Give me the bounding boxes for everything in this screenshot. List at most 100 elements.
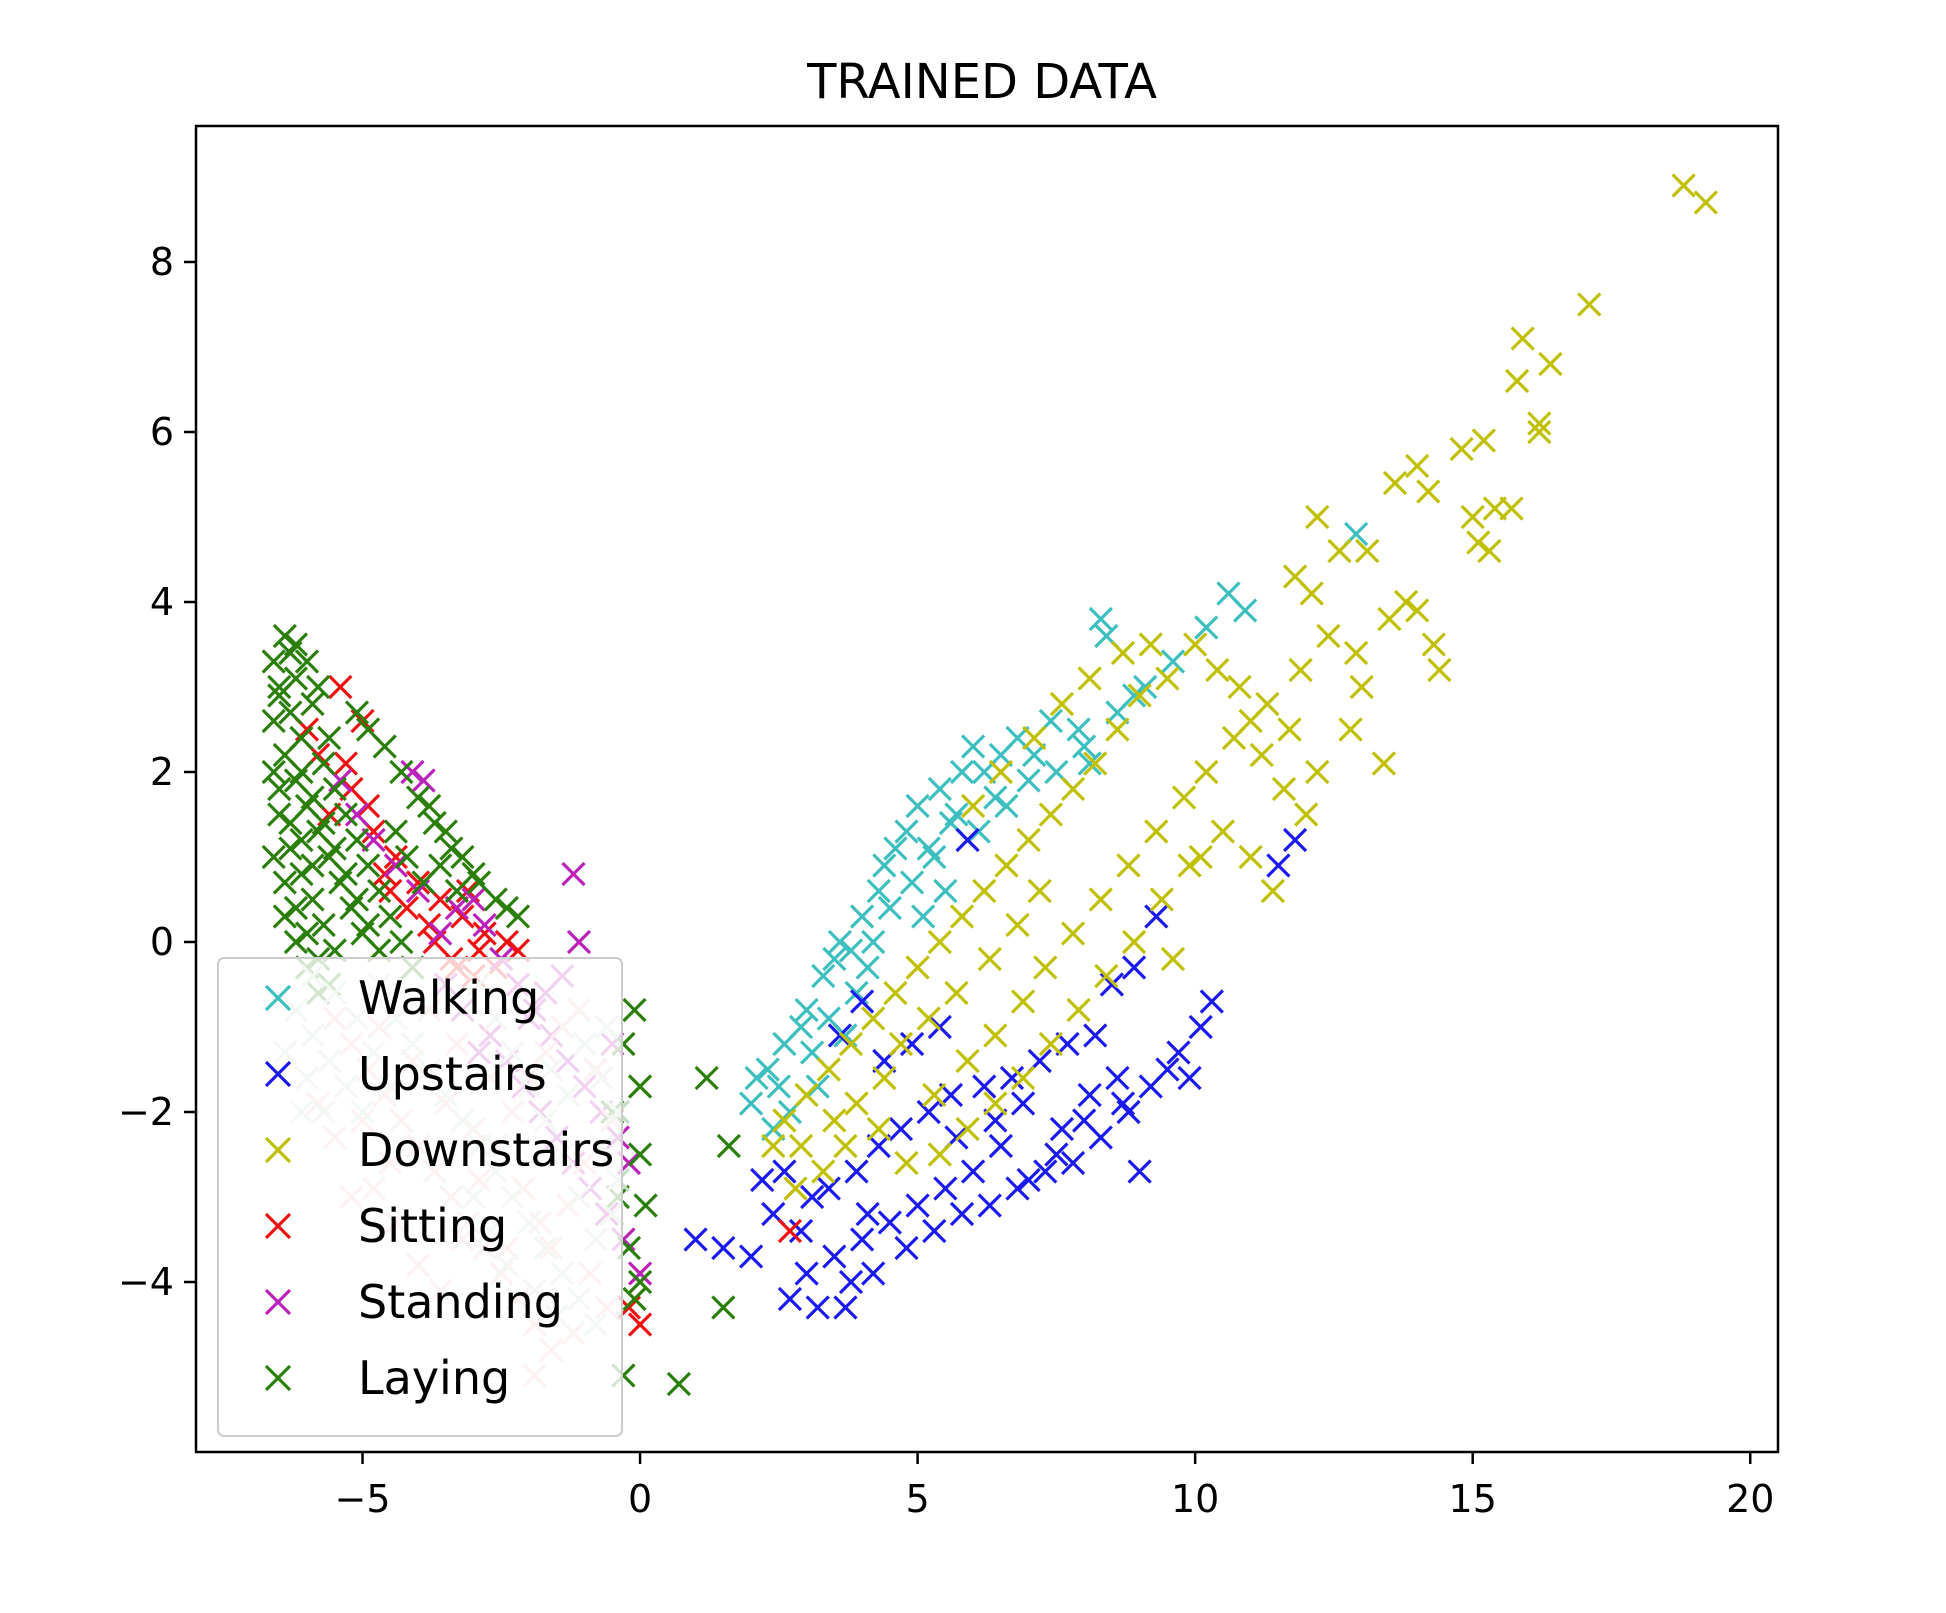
legend-marker	[264, 1212, 292, 1240]
legend-box	[217, 957, 623, 1437]
data-point	[927, 929, 952, 955]
data-point	[994, 793, 1019, 819]
data-point	[1277, 717, 1302, 742]
legend-label: Downstairs	[358, 1123, 614, 1177]
data-point	[766, 1074, 791, 1099]
legend-marker	[264, 984, 292, 1012]
data-point	[344, 887, 370, 912]
data-point	[355, 793, 381, 819]
data-point	[772, 1159, 797, 1184]
legend-label: Upstairs	[358, 1047, 547, 1101]
data-point	[794, 1261, 819, 1286]
data-point	[972, 1074, 997, 1099]
data-point	[289, 861, 314, 887]
data-point	[278, 810, 303, 836]
data-point	[294, 921, 320, 946]
data-point	[261, 649, 286, 674]
data-point	[261, 759, 286, 785]
chart-title: TRAINED DATA	[806, 54, 1157, 110]
data-point	[344, 802, 370, 827]
data-point	[1010, 1065, 1036, 1091]
data-point	[905, 1193, 930, 1218]
data-point	[944, 802, 969, 827]
data-point	[1033, 955, 1058, 980]
data-point	[367, 878, 392, 904]
x-tick-label: 15	[1449, 1477, 1497, 1521]
data-point	[1327, 538, 1352, 564]
data-point	[400, 759, 425, 785]
data-point	[355, 853, 381, 878]
data-point	[1471, 428, 1496, 453]
data-point	[738, 1091, 764, 1116]
legend-marker	[264, 1060, 292, 1088]
data-point	[1066, 717, 1091, 742]
data-point	[1266, 853, 1291, 878]
data-point	[627, 1142, 653, 1167]
data-point	[711, 1295, 736, 1320]
data-point	[1121, 955, 1147, 980]
data-point	[1060, 1150, 1086, 1176]
data-point	[1116, 1099, 1141, 1125]
data-point	[1421, 632, 1446, 657]
data-point	[905, 793, 930, 819]
data-point	[305, 674, 331, 700]
data-point	[267, 802, 292, 827]
data-point	[450, 844, 475, 870]
data-point	[1294, 802, 1319, 827]
data-point	[1199, 989, 1224, 1014]
legend-label: Standing	[358, 1275, 563, 1329]
data-point	[1316, 623, 1341, 649]
data-point	[805, 1295, 830, 1320]
data-point	[949, 1201, 975, 1227]
data-point	[1077, 751, 1102, 776]
data-point	[911, 904, 936, 929]
data-point	[494, 895, 519, 921]
data-point	[1405, 598, 1430, 623]
data-point	[433, 819, 458, 844]
data-point	[494, 929, 519, 955]
series-upstairs	[683, 827, 1308, 1320]
data-point	[822, 1108, 847, 1133]
data-point	[355, 717, 381, 742]
data-point	[788, 1014, 814, 1040]
data-point	[955, 1116, 980, 1142]
data-point	[378, 878, 403, 904]
data-point	[977, 1193, 1002, 1218]
data-point	[960, 793, 986, 819]
data-point	[344, 827, 370, 853]
data-point	[317, 725, 342, 751]
data-point	[344, 700, 370, 725]
data-point	[866, 1133, 891, 1159]
data-point	[788, 1218, 814, 1244]
x-tick-label: 5	[906, 1477, 930, 1521]
data-point	[1238, 844, 1263, 870]
data-point	[1088, 606, 1113, 632]
data-point	[1022, 742, 1047, 768]
data-point	[1382, 470, 1408, 496]
data-point	[772, 1108, 797, 1133]
data-point	[877, 1210, 902, 1235]
legend: Walking Upstairs Downstairs Sitting Standing…	[217, 957, 623, 1437]
data-point	[833, 1133, 858, 1159]
y-tick-label: 6	[150, 410, 174, 454]
data-point	[1232, 598, 1258, 623]
data-point	[322, 836, 347, 861]
data-point	[417, 793, 442, 819]
data-point	[272, 904, 297, 929]
data-point	[1149, 887, 1174, 912]
data-point	[844, 1159, 869, 1184]
data-point	[1144, 904, 1169, 929]
x-tick-label: 10	[1171, 1477, 1219, 1521]
data-point	[822, 1244, 847, 1269]
data-point	[983, 1023, 1008, 1048]
data-point	[866, 1116, 891, 1142]
data-point	[888, 1116, 914, 1142]
data-point	[1016, 1167, 1041, 1193]
data-point	[1010, 989, 1036, 1014]
data-point	[278, 836, 303, 861]
data-point	[838, 1031, 864, 1057]
data-point	[916, 1099, 941, 1125]
data-point	[1221, 725, 1247, 751]
data-point	[855, 1201, 880, 1227]
data-point	[561, 861, 586, 887]
